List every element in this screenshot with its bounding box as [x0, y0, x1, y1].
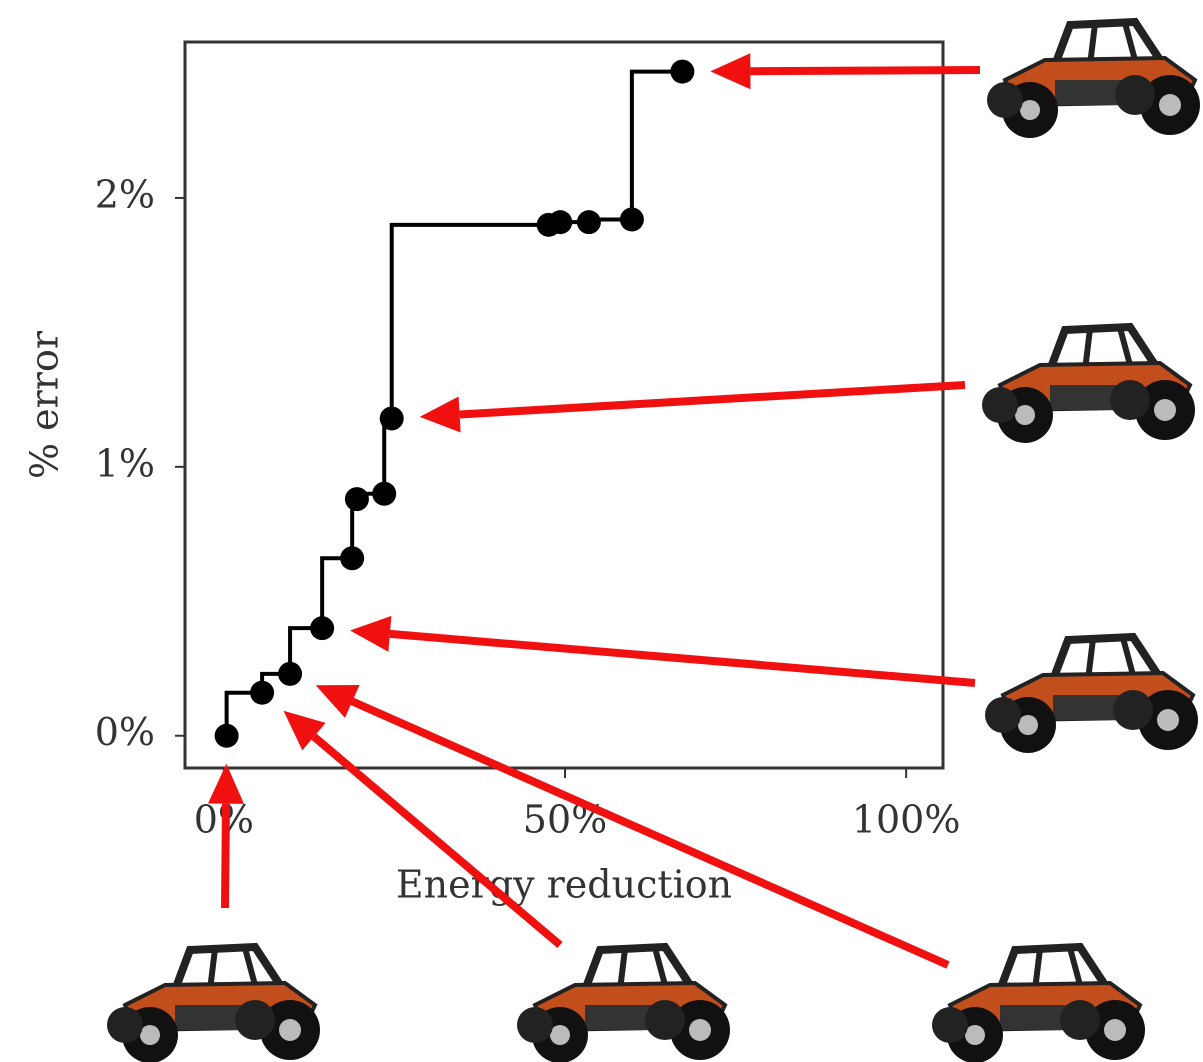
point — [340, 546, 365, 571]
buggy-icon — [517, 947, 730, 1062]
point — [619, 207, 644, 232]
arrow-head — [207, 763, 244, 804]
y-tick-label: 0% — [95, 710, 155, 754]
arrow-head — [710, 53, 751, 90]
arrow-shaft — [221, 803, 230, 909]
arrow-head — [350, 615, 392, 652]
arrow-head — [283, 710, 326, 751]
point — [372, 481, 397, 506]
y-axis-label: % error — [23, 330, 67, 479]
arrow-head — [315, 684, 360, 718]
arrow-head — [419, 396, 461, 433]
y-tick-label: 2% — [95, 172, 155, 216]
arrow-shaft — [311, 733, 563, 949]
buggy-icon — [987, 22, 1200, 138]
arrow-shaft — [459, 381, 966, 419]
x-tick-label: 50% — [523, 798, 607, 842]
point — [576, 210, 601, 235]
point — [548, 210, 573, 235]
buggy-icon — [982, 327, 1195, 443]
point — [278, 661, 303, 686]
step-line — [389, 222, 549, 419]
buggy-icon — [107, 947, 320, 1062]
point — [379, 406, 404, 431]
buggy-icon — [932, 947, 1145, 1062]
step-line — [629, 69, 683, 220]
buggy-icon — [985, 637, 1198, 753]
y-tick-label: 1% — [95, 441, 155, 485]
arrow-shaft — [750, 66, 981, 76]
point — [344, 487, 369, 512]
point — [310, 616, 335, 641]
point — [250, 680, 275, 705]
arrow-shaft — [350, 697, 950, 969]
point — [214, 723, 239, 748]
x-axis-label: Energy reduction — [396, 863, 732, 907]
point — [670, 59, 695, 84]
arrow-shaft — [389, 629, 976, 687]
plot-frame — [183, 40, 945, 770]
x-tick-label: 100% — [852, 798, 961, 842]
